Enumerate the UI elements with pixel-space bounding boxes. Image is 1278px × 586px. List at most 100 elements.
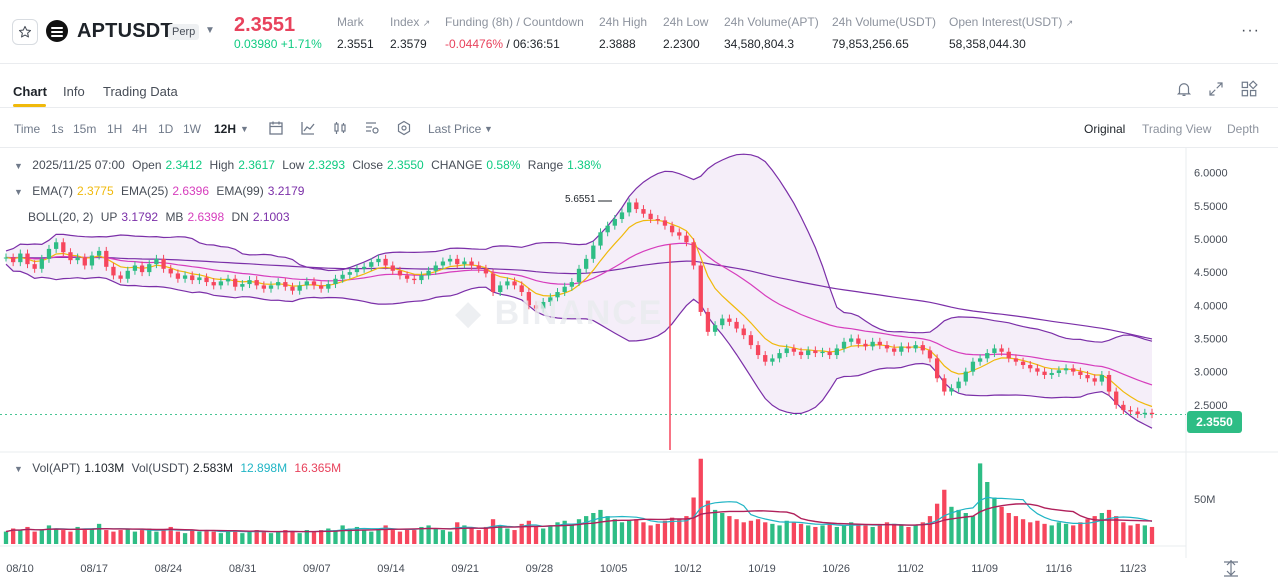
time-scale-icon[interactable] <box>1224 560 1238 577</box>
interval-1w[interactable]: 1W <box>183 122 201 136</box>
interval-1s[interactable]: 1s <box>51 122 64 136</box>
volume-bar <box>626 520 632 544</box>
interval-dropdown-chevron-icon[interactable]: ▼ <box>240 124 249 134</box>
candle-body <box>942 378 947 392</box>
volume-bar <box>1085 519 1090 544</box>
candle-body <box>53 242 59 249</box>
volume-bar <box>82 530 87 544</box>
volume-bar <box>856 523 861 544</box>
volume-bar <box>3 531 9 544</box>
candle-body <box>820 351 825 354</box>
time-axis-label: 09/14 <box>377 563 405 575</box>
time-axis-label: 11/23 <box>1120 563 1147 575</box>
volume-bar <box>261 531 266 544</box>
interval-12h[interactable]: 12H <box>214 122 237 136</box>
volume-bar <box>53 528 59 544</box>
price-type-chevron-icon[interactable]: ▼ <box>484 124 493 134</box>
volume-bar <box>96 523 102 544</box>
candle-body <box>992 348 997 354</box>
volume-bar <box>827 523 832 544</box>
symbol-dropdown-chevron-icon[interactable]: ▼ <box>205 25 215 36</box>
symbol-name[interactable]: APTUSDT <box>77 20 173 42</box>
candle-body <box>598 232 603 246</box>
settings-list-icon[interactable] <box>364 120 380 136</box>
volume-bar <box>734 519 739 544</box>
candle-body <box>340 274 345 279</box>
candlestick-type-icon[interactable] <box>332 120 348 136</box>
volume-bar <box>755 519 761 544</box>
interval-1h[interactable]: 1H <box>107 122 123 136</box>
bell-icon[interactable] <box>1175 80 1193 98</box>
axes: 6.0000 5.5000 5.0000 4.5000 4.0000 3.5000 3.00… <box>0 168 1228 575</box>
high-price-label: 5.6551 <box>565 194 596 205</box>
external-link-icon: ↗ <box>1065 18 1074 28</box>
price-type-select[interactable]: Last Price <box>428 122 482 136</box>
stat-value: -0.04476% / 06:36:51 <box>445 37 560 51</box>
interval-4h[interactable]: 4H <box>132 122 148 136</box>
aptos-logo-icon <box>46 20 68 42</box>
stat-24h-low: 24h Low 2.2300 <box>663 15 708 51</box>
collapse-chevron-icon[interactable]: ▼ <box>14 161 23 171</box>
volume-bar <box>247 531 252 544</box>
indicator-line-icon[interactable] <box>300 120 316 136</box>
candle-body <box>39 258 44 269</box>
volume-bar <box>906 526 911 544</box>
collapse-chevron-icon[interactable]: ▼ <box>14 464 23 474</box>
candle-body <box>505 281 510 286</box>
candle-body <box>562 286 567 293</box>
volume-bar <box>46 525 52 544</box>
volume-bar <box>426 525 431 544</box>
candle-body <box>870 341 875 347</box>
volume-bar <box>763 522 768 544</box>
time-axis-label: 10/05 <box>600 563 628 575</box>
tab-info[interactable]: Info <box>63 84 85 99</box>
volume-bar <box>111 531 116 544</box>
interval-15m[interactable]: 15m <box>73 122 97 136</box>
candle-body <box>261 285 266 289</box>
candle-body <box>369 262 374 267</box>
time-axis-label: 09/21 <box>451 563 479 575</box>
expand-icon[interactable] <box>1207 80 1225 98</box>
stat-open-interest[interactable]: Open Interest(USDT) ↗ 58,358,044.30 <box>949 15 1073 51</box>
stat-index[interactable]: Index ↗ 2.3579 <box>390 15 430 51</box>
candle-body <box>390 265 395 271</box>
kline-canvas[interactable]: 6.0000 5.5000 5.0000 4.5000 4.0000 3.5000 3.00… <box>0 148 1278 586</box>
gear-icon[interactable] <box>396 120 412 136</box>
calendar-icon[interactable] <box>268 120 284 136</box>
volume-bar <box>75 526 80 544</box>
view-depth[interactable]: Depth <box>1227 122 1260 136</box>
candle-body <box>254 280 259 286</box>
tab-trading-data[interactable]: Trading Data <box>103 84 178 99</box>
volume-bar <box>1063 523 1069 544</box>
volume-bar <box>641 522 646 544</box>
volume-bar <box>1114 516 1119 544</box>
volume-bar <box>419 526 424 544</box>
tab-chart[interactable]: Chart <box>13 84 47 99</box>
volume-bar <box>519 523 524 544</box>
volume-bar <box>333 530 338 544</box>
collapse-chevron-icon[interactable]: ▼ <box>14 187 23 197</box>
volume-axis-label: 50M <box>1194 494 1215 506</box>
more-options-icon[interactable]: ··· <box>1241 22 1260 39</box>
candle-body <box>1121 404 1126 411</box>
volume-bar <box>934 503 940 544</box>
volume-bar <box>32 531 37 544</box>
time-axis-label: 10/26 <box>822 563 850 575</box>
layout-grid-icon[interactable] <box>1240 80 1258 98</box>
volume-bar <box>870 526 875 544</box>
kline-chart[interactable]: 6.0000 5.5000 5.0000 4.5000 4.0000 3.5000 3.00… <box>0 148 1278 586</box>
volume-bar <box>233 531 238 544</box>
interval-1d[interactable]: 1D <box>158 122 174 136</box>
favorite-star-button[interactable] <box>12 19 38 45</box>
view-trading-view[interactable]: Trading View <box>1142 122 1212 136</box>
last-price: 2.3551 <box>234 14 296 36</box>
view-original[interactable]: Original <box>1084 122 1126 136</box>
volume-bar <box>290 531 295 544</box>
volume-bar <box>533 526 539 544</box>
candle-body <box>46 248 52 259</box>
stat-value: 2.3579 <box>390 37 427 51</box>
price-axis-label: 5.5000 <box>1194 201 1228 213</box>
volume-bar <box>211 531 216 544</box>
volume-bar <box>877 525 882 544</box>
interval-time[interactable]: Time <box>14 122 41 136</box>
